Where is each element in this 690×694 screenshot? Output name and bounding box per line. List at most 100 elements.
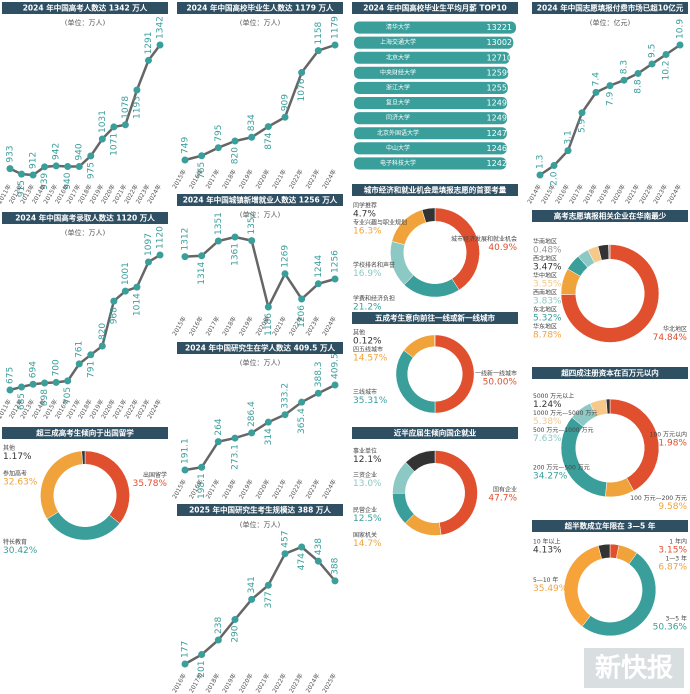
value-label: 1.3 — [536, 155, 546, 169]
point — [18, 170, 26, 178]
bar — [354, 36, 514, 49]
chart-subtitle: (单位：万人) — [65, 18, 106, 27]
value-label: 3.1 — [564, 130, 574, 144]
bar-value: 13221 — [487, 23, 512, 32]
bar-value: 12552 — [487, 83, 512, 92]
bar-category: 同济大学 — [386, 114, 410, 122]
slice-value: 35.31% — [353, 396, 388, 406]
slice-label: 200 万元—500 万元 — [533, 465, 590, 472]
title-bar — [532, 520, 688, 532]
value-label: 7.4 — [592, 72, 602, 87]
point — [231, 233, 239, 241]
slice-value: 50.00% — [483, 378, 518, 388]
slice-label: 10 年以上 — [533, 538, 561, 546]
slice-label: 西南地区 — [533, 289, 557, 297]
bar-category: 电子科技大学 — [380, 159, 416, 167]
slice-label: 三资企业 — [353, 471, 377, 479]
point — [331, 381, 339, 389]
slice-value: 41.98% — [653, 439, 688, 449]
value-label: 705 — [63, 387, 73, 404]
value-label: 5.9 — [578, 118, 588, 133]
line — [184, 383, 336, 472]
point — [198, 152, 206, 160]
point — [87, 351, 95, 359]
point — [231, 615, 239, 623]
value-label: 940 — [75, 143, 85, 160]
bar — [354, 127, 507, 140]
point — [6, 165, 14, 173]
value-label: 975 — [86, 162, 96, 179]
bar-value: 12476 — [487, 129, 512, 138]
value-label: 341 — [247, 576, 257, 593]
point — [110, 123, 118, 131]
slice-label: 四五线城市 — [353, 345, 383, 353]
value-label: 1244 — [314, 255, 324, 278]
title-bar — [177, 194, 343, 206]
slice-label: 1000 万元—5000 万元 — [533, 410, 597, 417]
slice-value: 35.78% — [133, 479, 168, 489]
value-label: 1312 — [181, 228, 191, 251]
value-label: 9.5 — [648, 44, 658, 58]
bar-value: 12428 — [487, 159, 512, 168]
title-bar — [2, 212, 168, 224]
slice-value: 47.7% — [488, 493, 517, 503]
slice-label: 华北地区 — [663, 325, 687, 333]
point — [181, 253, 189, 261]
value-label: 1342 — [156, 16, 166, 39]
value-label: 1193 — [132, 96, 142, 119]
value-label: 238 — [214, 617, 224, 634]
point — [281, 113, 289, 121]
point — [214, 636, 222, 644]
point — [133, 283, 141, 291]
slice-label: 专业兴趣与职业规划 — [353, 219, 407, 227]
slice-label: 100 万元—200 万元 — [630, 495, 687, 502]
value-label: 685 — [17, 393, 27, 410]
title-bar — [177, 504, 343, 516]
donut-slice — [421, 207, 436, 223]
slice-value: 14.57% — [353, 353, 388, 363]
point — [298, 295, 306, 303]
point — [64, 377, 72, 385]
slice-label: 东北地区 — [533, 306, 557, 314]
point — [231, 137, 239, 145]
slice-value: 12.5% — [353, 514, 382, 524]
chart-subtitle: (单位：万人) — [240, 358, 281, 367]
line — [184, 545, 336, 666]
value-label: 1078 — [121, 96, 131, 119]
value-label: 388 — [331, 557, 341, 574]
point — [620, 76, 628, 84]
value-label: 1352 — [247, 212, 257, 235]
bar-value: 12710 — [487, 53, 512, 62]
point — [18, 383, 26, 391]
line — [184, 43, 336, 162]
bar-value: 12599 — [487, 68, 512, 77]
point — [156, 41, 164, 49]
logo: 新快报 — [595, 653, 673, 684]
chart-title: 2024 年中国高考人数达 1342 万人 — [23, 3, 148, 13]
value-label: 765 — [197, 162, 207, 179]
value-label: 1269 — [281, 245, 291, 268]
value-label: 2.0 — [550, 171, 560, 186]
point — [181, 156, 189, 164]
value-label: 264 — [214, 418, 224, 435]
slice-label: 1—3 年 — [665, 555, 687, 563]
bar-category: 浙江大学 — [386, 83, 410, 91]
slice-label: 特长教育 — [3, 538, 27, 546]
value-label: 314 — [264, 428, 274, 445]
bar-value: 12496 — [487, 99, 512, 108]
point — [264, 303, 272, 311]
value-label: 1076 — [297, 78, 307, 101]
value-label: 1014 — [132, 293, 142, 316]
value-label: 7.9 — [606, 91, 616, 106]
slice-label: 出国留学 — [143, 471, 167, 479]
value-label: 1071 — [109, 133, 119, 156]
chart-subtitle: (单位：万人) — [240, 520, 281, 529]
title-bar — [352, 427, 518, 439]
title-bar — [352, 312, 518, 324]
value-label: 8.3 — [620, 60, 630, 74]
bar-category: 中央财经大学 — [380, 68, 416, 76]
title-bar — [177, 2, 343, 14]
point — [298, 69, 306, 77]
value-label: 198.1 — [197, 473, 207, 499]
chart-title: 2024 年中国志愿填报付费市场已超10亿元 — [537, 3, 684, 13]
